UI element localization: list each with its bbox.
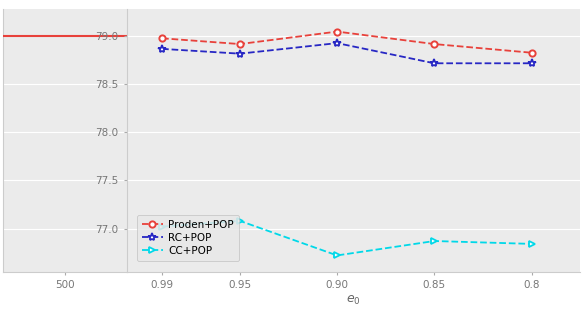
CC+POP <box>431 239 438 243</box>
Line: Proden+POP: Proden+POP <box>159 28 534 56</box>
Proden+POP <box>431 42 438 46</box>
Proden+POP <box>236 42 243 46</box>
RC+POP <box>159 47 166 51</box>
RC+POP <box>236 52 243 56</box>
Legend: Proden+POP, RC+POP, CC+POP: Proden+POP, RC+POP, CC+POP <box>137 215 239 261</box>
CC+POP <box>159 225 166 228</box>
Proden+POP <box>528 51 535 55</box>
X-axis label: $e_0$: $e_0$ <box>346 294 361 307</box>
Proden+POP <box>333 30 340 33</box>
RC+POP <box>431 61 438 65</box>
CC+POP <box>528 242 535 246</box>
Proden+POP <box>159 36 166 40</box>
CC+POP <box>236 219 243 223</box>
RC+POP <box>528 61 535 65</box>
Line: RC+POP: RC+POP <box>158 39 536 67</box>
Line: CC+POP: CC+POP <box>159 218 534 258</box>
CC+POP <box>333 253 340 257</box>
RC+POP <box>333 41 340 45</box>
